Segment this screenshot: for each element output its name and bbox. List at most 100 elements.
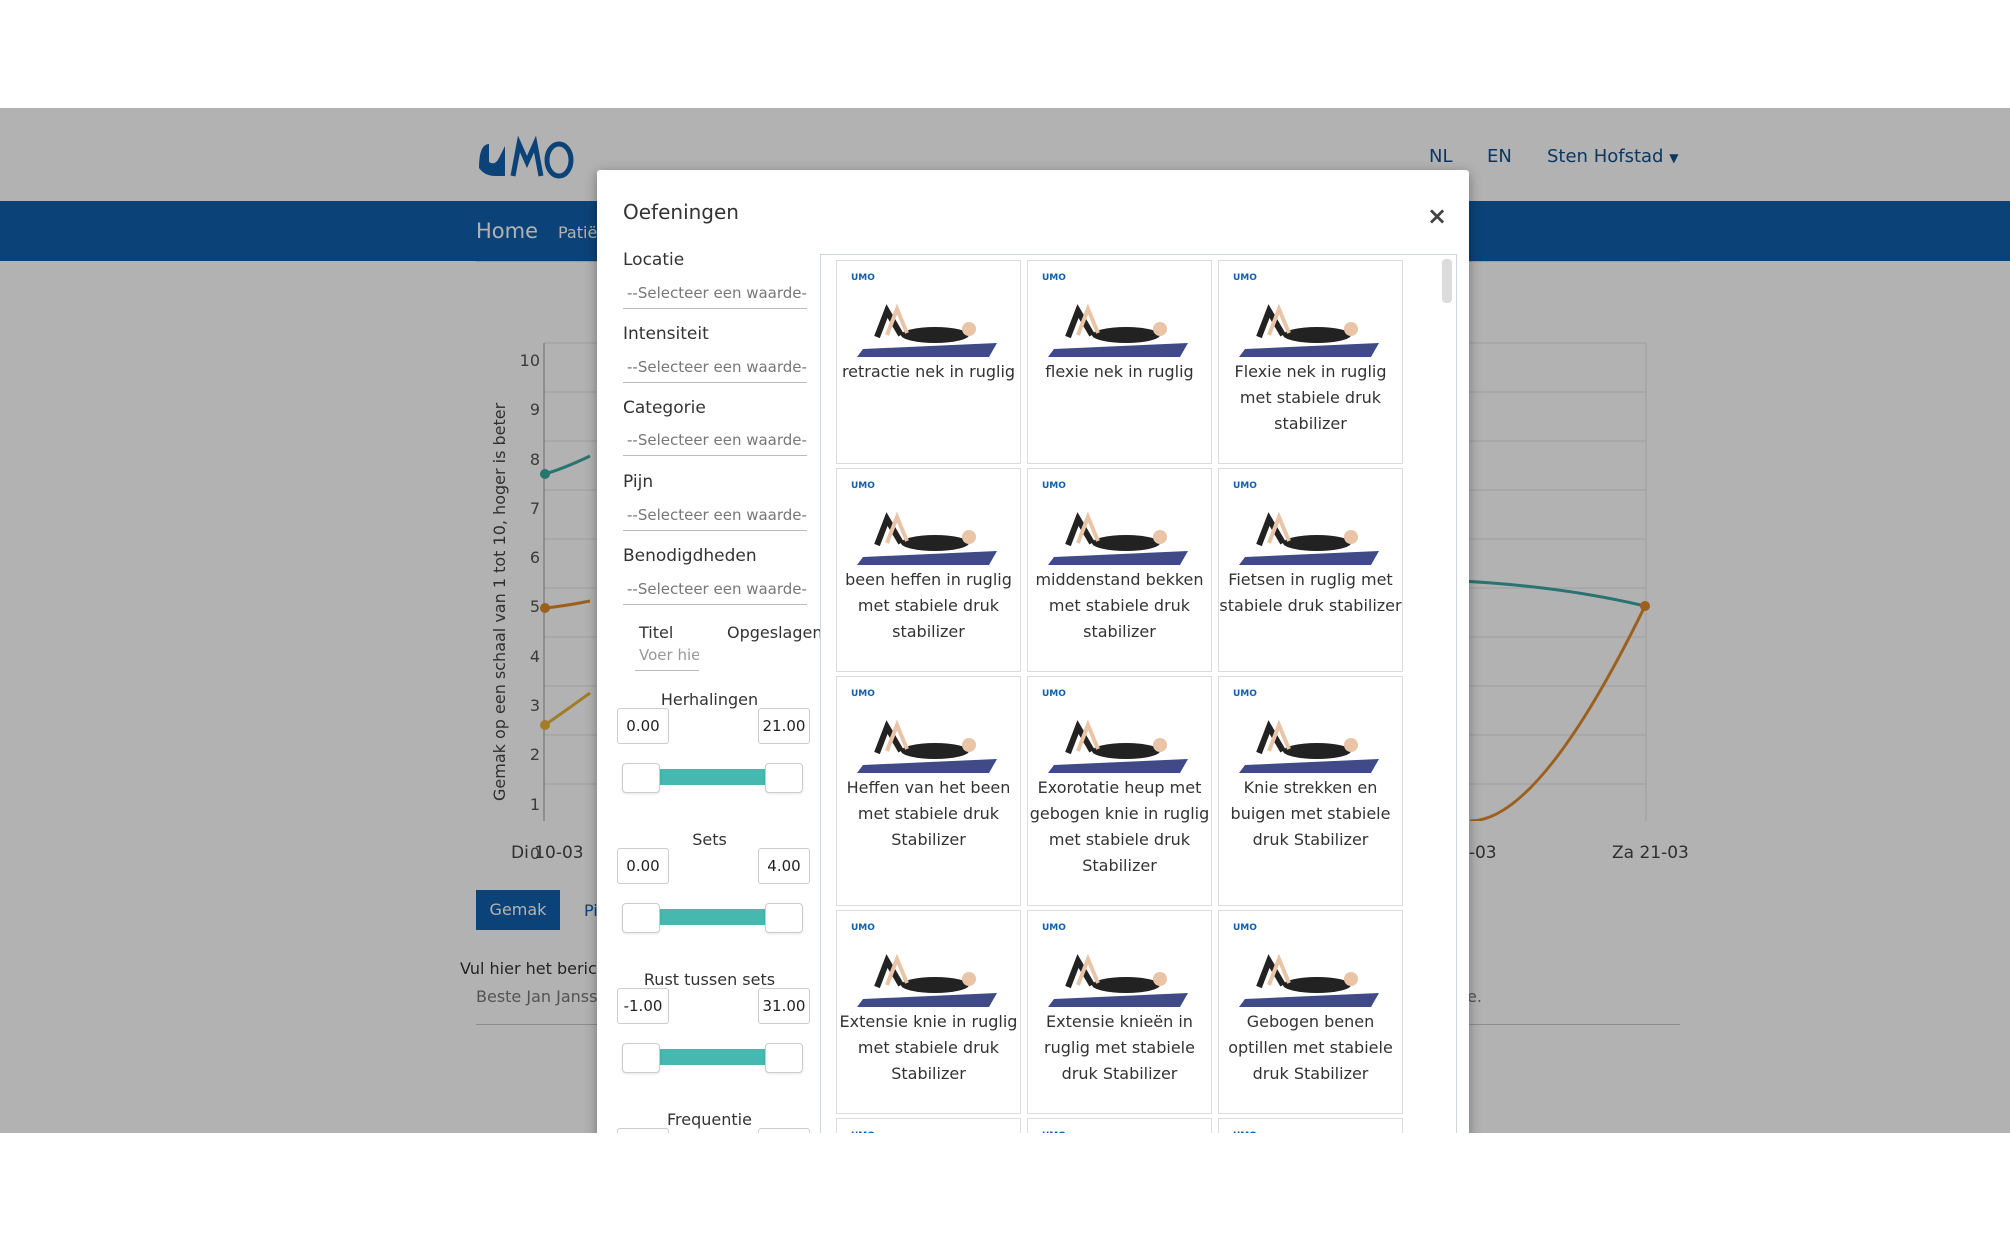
exercise-illustration-icon (1048, 303, 1188, 357)
filter-select-locatie[interactable]: --Selecteer een waarde-- (623, 278, 807, 309)
close-icon[interactable]: × (1427, 202, 1448, 230)
exercise-card[interactable]: UMO (836, 1118, 1021, 1133)
slider-min-input[interactable] (617, 1128, 669, 1133)
exercise-card[interactable]: UMO (1027, 1118, 1212, 1133)
modal-title: Oefeningen (623, 200, 739, 224)
filter-label-locatie: Locatie (623, 250, 685, 270)
series-line-teal-end (1459, 579, 1646, 608)
exercise-title: Knie strekken en buigen met stabiele dru… (1230, 778, 1391, 849)
slider-max-input[interactable] (758, 1128, 810, 1133)
exercise-illustration-icon (1239, 511, 1379, 565)
exercise-card[interactable]: UMO Gebogen benen optillen met stabiele d… (1218, 910, 1403, 1114)
y-tick: 0 (529, 843, 540, 863)
saved-filter-label: Opgeslagen (727, 623, 823, 642)
exercise-title: Heffen van het been met stabiele druk St… (846, 778, 1011, 849)
slider-max-input[interactable]: 4.00 (758, 848, 810, 884)
exercise-title: Fietsen in ruglig met stabiele druk stab… (1219, 570, 1402, 615)
slider-min-handle[interactable] (622, 763, 660, 793)
slider-max-handle[interactable] (765, 903, 803, 933)
exercise-card[interactable]: UMO Heffen van het been met stabiele druk… (836, 676, 1021, 906)
slider-max-handle[interactable] (765, 1043, 803, 1073)
exercise-illustration-icon (857, 303, 997, 357)
filter-label-pijn: Pijn (623, 472, 654, 492)
user-menu[interactable]: Sten Hofstad ▼ (1547, 146, 1678, 167)
x-tick-last: Za 21-03 (1612, 843, 1689, 863)
exercise-card[interactable]: UMO (1218, 1118, 1403, 1133)
exercise-card[interactable]: UMO Extensie knieën in ruglig met stabiel… (1027, 910, 1212, 1114)
exercise-illustration-icon (1239, 953, 1379, 1007)
exercise-illustration-icon (1239, 719, 1379, 773)
exercise-card[interactable]: UMO retractie nek in ruglig (836, 260, 1021, 464)
exercise-card[interactable]: UMO Knie strekken en buigen met stabiele … (1218, 676, 1403, 906)
slider-label: Herhalingen (660, 690, 759, 709)
filter-select-intensiteit[interactable]: --Selecteer een waarde-- (623, 352, 807, 383)
filter-select-categorie[interactable]: --Selecteer een waarde-- (623, 425, 807, 456)
slider-min-handle[interactable] (622, 903, 660, 933)
scrollbar-thumb[interactable] (1442, 259, 1452, 303)
exercise-title: Extensie knieën in ruglig met stabiele d… (1044, 1012, 1195, 1083)
exercise-card[interactable]: UMO Flexie nek in ruglig met stabiele dru… (1218, 260, 1403, 464)
exercise-illustration-icon (857, 719, 997, 773)
data-point[interactable] (540, 469, 550, 479)
y-tick: 10 (519, 351, 540, 370)
slider-max-input[interactable]: 21.00 (758, 708, 810, 744)
umo-logo[interactable] (475, 132, 575, 184)
y-tick: 8 (529, 449, 540, 469)
card-logo: UMO (1233, 923, 1257, 933)
data-point[interactable] (1640, 601, 1650, 611)
slider-track (641, 1049, 777, 1065)
title-filter-label: Titel (639, 623, 674, 642)
lang-en-link[interactable]: EN (1487, 146, 1512, 167)
card-logo: UMO (1233, 273, 1257, 283)
exercise-card[interactable]: UMO Extensie knie in ruglig met stabiele … (836, 910, 1021, 1114)
slider-max-handle[interactable] (765, 763, 803, 793)
slider-max-input[interactable]: 31.00 (758, 988, 810, 1024)
nav-home[interactable]: Home (476, 219, 539, 243)
exercise-illustration-icon (1048, 719, 1188, 773)
y-tick: 5 (529, 597, 540, 617)
exercise-card[interactable]: UMO flexie nek in ruglig (1027, 260, 1212, 464)
exercise-title: middenstand bekken met stabiele druk sta… (1035, 570, 1204, 641)
card-logo: UMO (851, 481, 875, 491)
slider-track (641, 909, 777, 925)
filter-select-pijn[interactable]: --Selecteer een waarde-- (623, 500, 807, 531)
gemak-button[interactable]: Gemak (476, 890, 560, 930)
data-point[interactable] (540, 603, 550, 613)
exercise-illustration-icon (1048, 953, 1188, 1007)
exercise-illustration-icon (857, 511, 997, 565)
nav-patients[interactable]: Patiën (558, 223, 608, 242)
filter-select-benodigdheden[interactable]: --Selecteer een waarde-- (623, 574, 807, 605)
app-viewport: NL EN Sten Hofstad ▼ Home Patiën (0, 108, 2010, 1133)
message-text[interactable]: Beste Jan Jansse (476, 987, 608, 1006)
exercises-modal: Oefeningen × Locatie --Selecteer een waa… (597, 170, 1469, 1133)
card-logo: UMO (1042, 689, 1066, 699)
card-logo: UMO (1042, 1131, 1066, 1133)
slider-min-handle[interactable] (622, 1043, 660, 1073)
slider-min-input[interactable]: 0.00 (617, 848, 669, 884)
exercise-title: flexie nek in ruglig (1045, 362, 1194, 381)
x-tick-first: Di 10-03 (511, 843, 584, 863)
exercise-illustration-icon (1239, 303, 1379, 357)
y-tick: 7 (529, 498, 540, 518)
data-point[interactable] (540, 720, 550, 730)
exercise-card[interactable]: UMO Fietsen in ruglig met stabiele druk s… (1218, 468, 1403, 672)
exercise-card[interactable]: UMO been heffen in ruglig met stabiele dr… (836, 468, 1021, 672)
y-tick: 9 (529, 400, 540, 420)
exercise-card[interactable]: UMO Exorotatie heup met gebogen knie in r… (1027, 676, 1212, 906)
slider-min-input[interactable]: -1.00 (617, 988, 669, 1024)
slider-min-input[interactable]: 0.00 (617, 708, 669, 744)
exercise-card[interactable]: UMO middenstand bekken met stabiele druk … (1027, 468, 1212, 672)
exercise-illustration-icon (857, 953, 997, 1007)
lang-nl-link[interactable]: NL (1429, 146, 1453, 167)
message-label: Vul hier het berich (460, 959, 607, 978)
message-text-tail: e. (1467, 987, 1482, 1006)
title-search-input[interactable]: Voer hie (635, 640, 699, 671)
card-logo: UMO (1042, 273, 1066, 283)
exercise-grid: UMO retractie nek in ruglig UMO flexie nek … (820, 254, 1457, 1133)
y-tick: 1 (529, 794, 540, 814)
y-tick: 4 (529, 646, 540, 666)
card-logo: UMO (851, 923, 875, 933)
card-logo: UMO (1233, 689, 1257, 699)
slider-label: Rust tussen sets (643, 970, 776, 989)
y-tick-labels: 10 9 8 7 6 5 4 3 2 1 0 (515, 336, 540, 878)
